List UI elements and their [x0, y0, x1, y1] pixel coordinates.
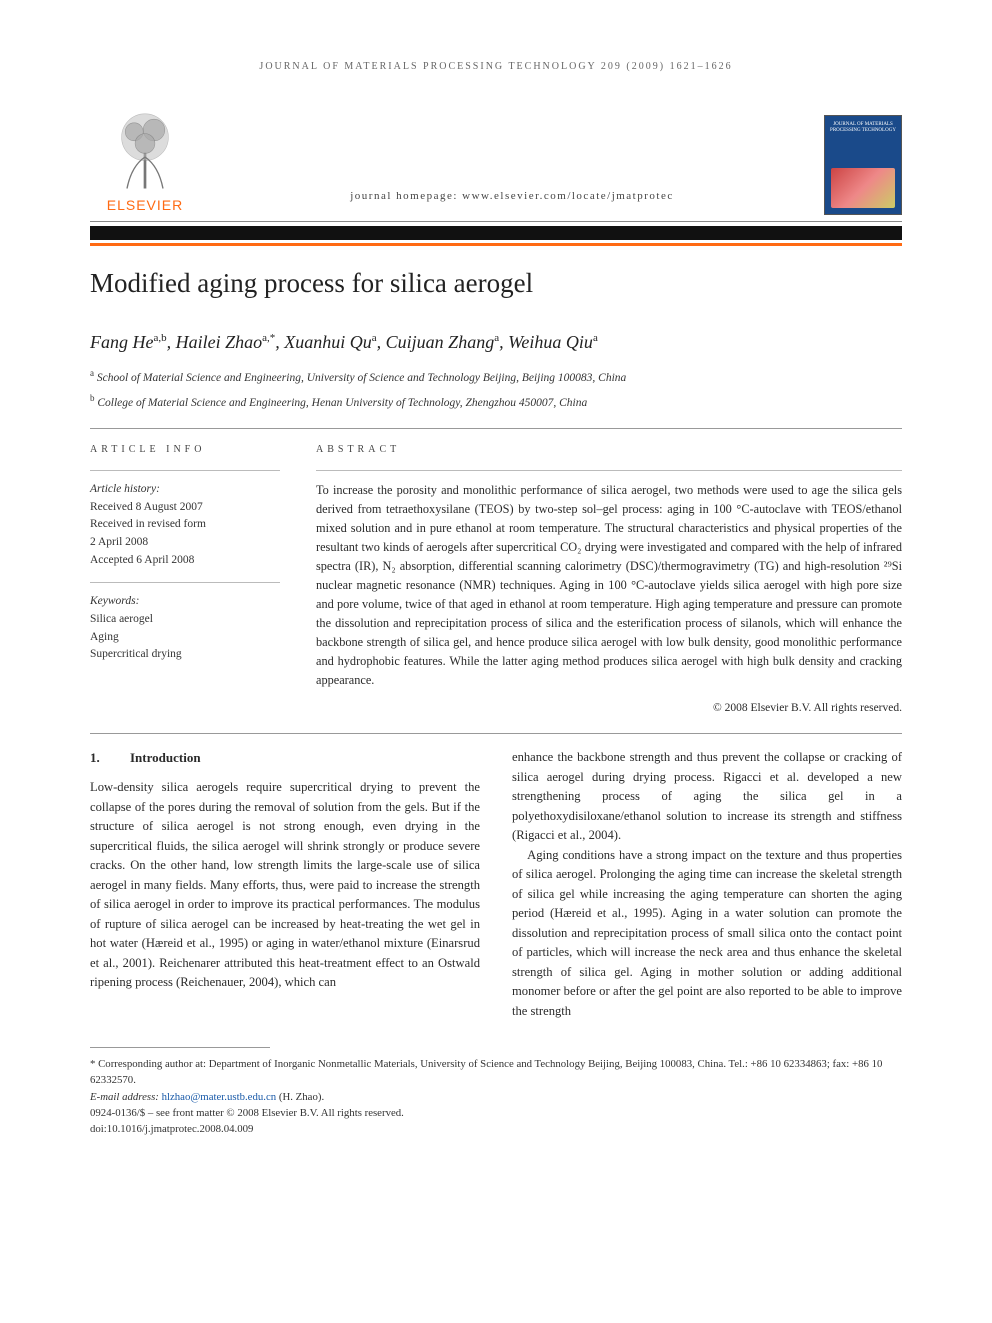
rule-mid: [90, 733, 902, 734]
article-title: Modified aging process for silica aeroge…: [90, 264, 902, 303]
doi-line: doi:10.1016/j.jmatprotec.2008.04.009: [90, 1121, 902, 1137]
authors-line: Fang Hea,b, Hailei Zhaoa,*, Xuanhui Qua,…: [90, 329, 902, 355]
elsevier-tree-icon: [100, 103, 190, 193]
body-paragraph: enhance the backbone strength and thus p…: [512, 748, 902, 846]
keywords-label: Keywords:: [90, 593, 280, 611]
affiliation-a: a School of Material Science and Enginee…: [90, 367, 902, 388]
email-line: E-mail address: hlzhao@mater.ustb.edu.cn…: [90, 1089, 902, 1105]
publisher-logo-block: ELSEVIER: [90, 103, 200, 215]
abstract-heading: ABSTRACT: [316, 443, 902, 458]
history-label: Article history:: [90, 481, 280, 499]
column-left: 1.Introduction Low-density silica aeroge…: [90, 748, 480, 1021]
keyword: Silica aerogel: [90, 611, 280, 629]
journal-cover-thumb: JOURNAL OF MATERIALS PROCESSING TECHNOLO…: [824, 115, 902, 215]
info-rule-2: [90, 582, 280, 583]
article-history: Article history: Received 8 August 2007 …: [90, 481, 280, 570]
footnote-rule: [90, 1047, 270, 1048]
publisher-name: ELSEVIER: [107, 195, 183, 215]
body-paragraph: Aging conditions have a strong impact on…: [512, 846, 902, 1022]
author: Hailei Zhaoa,*: [176, 332, 276, 352]
cover-image-area: [831, 168, 895, 208]
masthead: ELSEVIER journal homepage: www.elsevier.…: [90, 103, 902, 222]
history-revised-l2: 2 April 2008: [90, 534, 280, 552]
info-rule-1: [90, 470, 280, 471]
affiliation-b: b College of Material Science and Engine…: [90, 392, 902, 413]
black-bar: [90, 226, 902, 240]
column-right: enhance the backbone strength and thus p…: [512, 748, 902, 1021]
abstract-text: To increase the porosity and monolithic …: [316, 481, 902, 691]
email-attribution: (H. Zhao).: [279, 1091, 324, 1103]
corresponding-author-note: * Corresponding author at: Department of…: [90, 1056, 902, 1088]
keyword: Aging: [90, 629, 280, 647]
author: Cuijuan Zhanga: [386, 332, 499, 352]
footnotes: * Corresponding author at: Department of…: [90, 1056, 902, 1137]
history-revised-l1: Received in revised form: [90, 516, 280, 534]
info-abstract-row: ARTICLE INFO Article history: Received 8…: [90, 443, 902, 717]
section-heading: 1.Introduction: [90, 748, 480, 768]
author: Xuanhui Qua: [284, 332, 376, 352]
body-columns: 1.Introduction Low-density silica aeroge…: [90, 748, 902, 1021]
rule-top: [90, 428, 902, 429]
section-number: 1.: [90, 748, 130, 768]
article-info-column: ARTICLE INFO Article history: Received 8…: [90, 443, 280, 717]
abstract-rule: [316, 470, 902, 471]
keyword: Supercritical drying: [90, 646, 280, 664]
keywords-block: Keywords: Silica aerogel Aging Supercrit…: [90, 593, 280, 664]
journal-homepage: journal homepage: www.elsevier.com/locat…: [200, 189, 824, 215]
running-head: JOURNAL OF MATERIALS PROCESSING TECHNOLO…: [90, 60, 902, 75]
author: Fang Hea,b: [90, 332, 167, 352]
abstract-copyright: © 2008 Elsevier B.V. All rights reserved…: [316, 700, 902, 717]
article-info-heading: ARTICLE INFO: [90, 443, 280, 458]
history-accepted: Accepted 6 April 2008: [90, 552, 280, 570]
abstract-column: ABSTRACT To increase the porosity and mo…: [316, 443, 902, 717]
email-label: E-mail address:: [90, 1091, 159, 1103]
issn-line: 0924-0136/$ – see front matter © 2008 El…: [90, 1105, 902, 1121]
section-title: Introduction: [130, 750, 201, 765]
author: Weihua Qiua: [508, 332, 598, 352]
cover-journal-name: JOURNAL OF MATERIALS PROCESSING TECHNOLO…: [825, 116, 901, 134]
history-received: Received 8 August 2007: [90, 499, 280, 517]
body-paragraph: Low-density silica aerogels require supe…: [90, 778, 480, 993]
email-address[interactable]: hlzhao@mater.ustb.edu.cn: [162, 1091, 277, 1103]
orange-accent-bar: [90, 243, 902, 246]
